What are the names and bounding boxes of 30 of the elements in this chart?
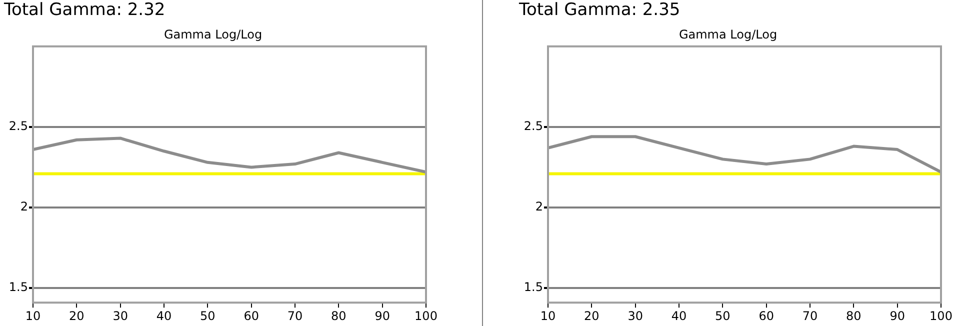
x-tick-label: 40 xyxy=(671,308,687,323)
y-tick-label: 2 xyxy=(20,200,28,214)
y-tick-label: 2 xyxy=(535,200,543,214)
x-tick-label: 20 xyxy=(69,308,84,323)
x-tick-label: 50 xyxy=(200,308,216,323)
x-tick-label: 10 xyxy=(540,308,556,323)
x-tick-label: 10 xyxy=(25,308,41,323)
x-tick-label: 80 xyxy=(331,308,346,323)
x-tick-label: 100 xyxy=(414,308,438,323)
x-tick-label: 30 xyxy=(628,308,643,323)
x-tick-label: 70 xyxy=(287,308,303,323)
y-tick-label: 1.5 xyxy=(8,280,28,294)
x-tick-label: 60 xyxy=(244,308,259,323)
y-tick-label: 2.5 xyxy=(524,119,543,134)
chart-title: Total Gamma: 2.32 xyxy=(4,0,166,20)
chart-subtitle: Gamma Log/Log xyxy=(678,27,778,42)
x-tick-label: 60 xyxy=(758,308,774,323)
y-tick-label: 1.5 xyxy=(524,280,543,294)
x-tick-label: 90 xyxy=(374,308,390,323)
x-tick-label: 20 xyxy=(584,308,600,323)
x-tick-label: 30 xyxy=(112,308,128,323)
chart-subtitle: Gamma Log/Log xyxy=(164,27,262,42)
x-tick-label: 70 xyxy=(802,308,818,323)
chart-title: Total Gamma: 2.35 xyxy=(519,0,680,20)
x-tick-label: 40 xyxy=(156,308,172,323)
y-tick-label: 2.5 xyxy=(8,119,28,134)
x-tick-label: 80 xyxy=(846,308,862,323)
x-tick-label: 50 xyxy=(715,308,730,323)
x-tick-label: 100 xyxy=(930,308,952,323)
x-tick-label: 90 xyxy=(890,308,905,323)
